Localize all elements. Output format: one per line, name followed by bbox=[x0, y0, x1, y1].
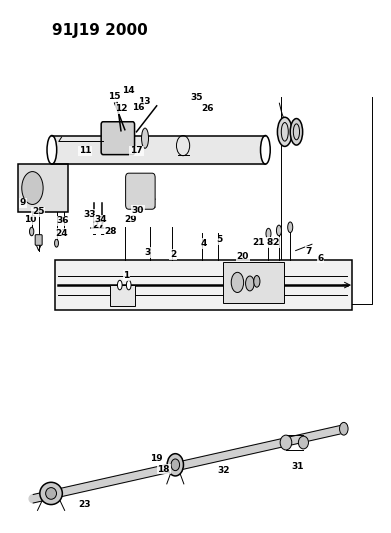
Text: 6: 6 bbox=[317, 254, 324, 263]
Ellipse shape bbox=[117, 280, 122, 290]
Ellipse shape bbox=[40, 482, 62, 505]
Text: 34: 34 bbox=[95, 215, 108, 224]
Text: 12: 12 bbox=[115, 104, 128, 113]
FancyBboxPatch shape bbox=[101, 122, 135, 155]
Text: 36: 36 bbox=[56, 216, 68, 225]
Text: 11: 11 bbox=[79, 147, 91, 156]
Ellipse shape bbox=[231, 272, 244, 293]
Text: 18: 18 bbox=[158, 465, 170, 473]
Text: 20: 20 bbox=[237, 253, 249, 262]
Ellipse shape bbox=[276, 225, 282, 236]
Ellipse shape bbox=[288, 222, 293, 232]
Text: 16: 16 bbox=[132, 103, 144, 112]
Text: 91J19 2000: 91J19 2000 bbox=[52, 22, 148, 38]
Text: 3: 3 bbox=[145, 248, 151, 257]
Ellipse shape bbox=[22, 172, 43, 205]
Text: 23: 23 bbox=[79, 499, 91, 508]
Text: 15: 15 bbox=[108, 92, 121, 101]
Bar bbox=[110, 285, 135, 306]
Bar bbox=[55, 260, 352, 310]
Ellipse shape bbox=[339, 422, 348, 435]
Ellipse shape bbox=[47, 135, 57, 164]
Text: 26: 26 bbox=[202, 104, 214, 113]
Circle shape bbox=[171, 459, 179, 471]
Ellipse shape bbox=[246, 276, 254, 291]
Text: 31: 31 bbox=[291, 463, 303, 471]
Text: 19: 19 bbox=[150, 454, 162, 463]
Text: 27: 27 bbox=[92, 221, 105, 230]
Text: 28: 28 bbox=[105, 227, 117, 236]
Ellipse shape bbox=[167, 454, 183, 476]
Text: 5: 5 bbox=[217, 236, 223, 245]
Text: 22: 22 bbox=[268, 238, 280, 247]
Bar bbox=[223, 262, 284, 303]
Text: 17: 17 bbox=[130, 147, 143, 156]
Ellipse shape bbox=[142, 128, 149, 148]
Ellipse shape bbox=[280, 435, 292, 450]
Ellipse shape bbox=[55, 239, 59, 247]
Ellipse shape bbox=[46, 488, 57, 499]
Text: 24: 24 bbox=[55, 229, 68, 238]
Text: 1: 1 bbox=[123, 271, 129, 280]
Ellipse shape bbox=[278, 117, 292, 147]
Ellipse shape bbox=[260, 135, 270, 164]
Ellipse shape bbox=[126, 280, 131, 290]
Text: 4: 4 bbox=[201, 239, 207, 248]
Text: 29: 29 bbox=[124, 215, 136, 224]
FancyBboxPatch shape bbox=[126, 173, 155, 209]
Ellipse shape bbox=[254, 276, 260, 287]
Text: 8: 8 bbox=[266, 238, 273, 247]
Text: 7: 7 bbox=[306, 247, 312, 256]
Text: 14: 14 bbox=[122, 86, 135, 95]
Text: 32: 32 bbox=[217, 466, 230, 474]
Ellipse shape bbox=[290, 118, 303, 145]
Text: 33: 33 bbox=[83, 210, 96, 219]
Text: 30: 30 bbox=[132, 206, 144, 215]
FancyBboxPatch shape bbox=[35, 235, 42, 245]
Ellipse shape bbox=[266, 228, 271, 239]
Bar bbox=[18, 164, 68, 213]
Text: 21: 21 bbox=[252, 238, 265, 247]
Text: 9: 9 bbox=[20, 198, 26, 207]
Text: 2: 2 bbox=[170, 250, 176, 259]
Ellipse shape bbox=[30, 227, 34, 236]
Text: 25: 25 bbox=[32, 207, 45, 216]
Ellipse shape bbox=[298, 436, 308, 449]
Text: 35: 35 bbox=[190, 93, 203, 102]
Text: 13: 13 bbox=[138, 96, 151, 106]
Text: 10: 10 bbox=[24, 215, 37, 224]
